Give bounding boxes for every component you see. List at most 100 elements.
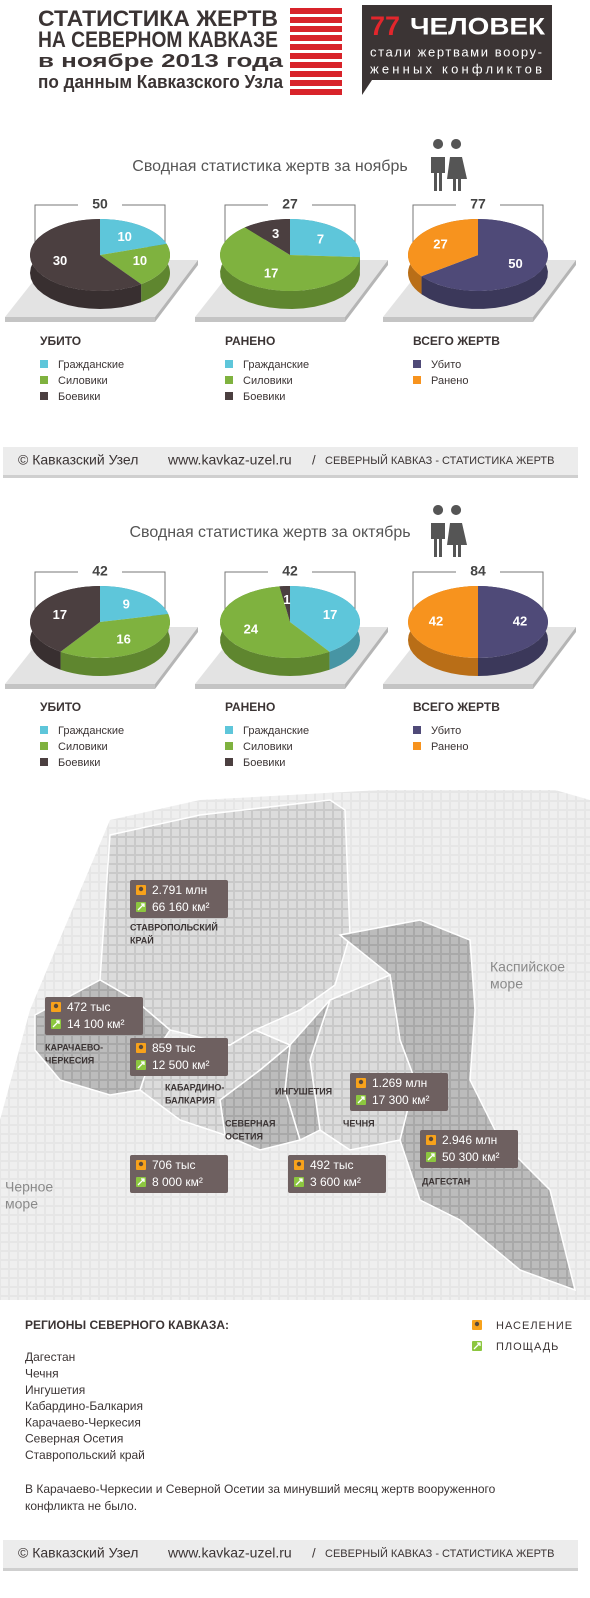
region-name: ЧЕЧНЯ	[343, 1118, 375, 1128]
sea-label: море	[490, 976, 523, 992]
footer-shadow	[3, 1568, 578, 1571]
regions-list-item: Северная Осетия	[25, 1432, 123, 1446]
region-population: 2.946 млн	[442, 1133, 497, 1147]
legend-swatch	[413, 726, 421, 734]
bullets-icon	[290, 8, 342, 95]
legend-label: Ранено	[431, 741, 468, 753]
pie-value-label: 17	[53, 607, 67, 622]
pie-value-label: 42	[513, 613, 527, 628]
region-population: 1.269 млн	[372, 1076, 427, 1090]
region-area: 50 300 км²	[442, 1150, 500, 1164]
pie-platform-side	[345, 260, 388, 322]
legend-label: Убито	[431, 725, 461, 737]
legend-title: ВСЕГО ЖЕРТВ	[413, 700, 500, 714]
sea-label: Черное	[5, 1179, 53, 1195]
icon-figure	[358, 1079, 364, 1085]
legend-area: ПЛОЩАДЬ	[496, 1341, 559, 1353]
legend-label: Силовики	[58, 741, 108, 753]
region-name: БАЛКАРИЯ	[165, 1095, 215, 1105]
legend-label: Боевики	[243, 757, 285, 769]
footer-copyright: © Кавказский Узел	[18, 452, 138, 468]
legend-swatch	[40, 742, 48, 750]
section-title: Сводная статистика жертв за октябрь	[129, 524, 410, 541]
footer-caption: СЕВЕРНЫЙ КАВКАЗ - СТАТИСТИКА ЖЕРТВ	[325, 1547, 555, 1560]
legend-label: Гражданские	[58, 359, 124, 371]
pie-value-label: 17	[323, 607, 337, 622]
pie-platform-side	[155, 260, 198, 322]
pie-value-label: 1	[283, 592, 290, 607]
legend-title: УБИТО	[40, 700, 81, 714]
region-population: 2.791 млн	[152, 883, 207, 897]
pie-total: 50	[92, 196, 108, 212]
header-title-line: СТАТИСТИКА ЖЕРТВ	[38, 6, 278, 31]
pie-slice	[60, 613, 170, 658]
legend-swatch	[225, 742, 233, 750]
regions-list-item: Кабардино-Балкария	[25, 1399, 143, 1413]
footer-bar	[3, 447, 578, 475]
region-population: 472 тыс	[67, 1000, 110, 1014]
regions-list-item: Ингушетия	[25, 1383, 85, 1397]
pie-platform-edge	[5, 317, 155, 322]
region-info-box	[350, 1073, 448, 1111]
footer-separator: /	[312, 1545, 316, 1560]
pie-total: 42	[282, 563, 298, 579]
total-bracket	[34, 571, 166, 610]
icon-arrow	[473, 1342, 481, 1350]
legend-swatch	[225, 360, 233, 368]
sea-label: море	[5, 1196, 38, 1212]
pie-slice	[219, 586, 330, 659]
legend-title: ВСЕГО ЖЕРТВ	[413, 334, 500, 348]
pie-slice	[408, 586, 478, 658]
icon-figure	[296, 1161, 302, 1167]
note-line: конфликта не было.	[25, 1499, 137, 1513]
region-name: КРАЙ	[130, 934, 154, 945]
pie-platform-side	[533, 627, 576, 689]
region-name: СТАВРОПОЛЬСКИЙ	[130, 921, 218, 932]
count-subtitle: стали жертвами воору-	[370, 44, 542, 59]
legend-label: Убито	[431, 359, 461, 371]
pie-slice	[290, 586, 360, 652]
icon-figure	[474, 1321, 480, 1327]
pie-total: 27	[282, 196, 298, 212]
legend-label: Боевики	[58, 757, 100, 769]
legend-label: Гражданские	[58, 725, 124, 737]
legend-swatch	[40, 376, 48, 384]
pie-slice	[29, 219, 142, 291]
legend-title: УБИТО	[40, 334, 81, 348]
pie-value-label: 16	[116, 631, 130, 646]
region-area: 66 160 км²	[152, 900, 210, 914]
footer-shadow	[3, 475, 578, 478]
pie-value-label: 50	[508, 256, 522, 271]
header-title-line: НА СЕВЕРНОМ КАВКАЗЕ	[38, 27, 278, 52]
pie-slice	[478, 586, 548, 658]
region-name: КАБАРДИНО-	[165, 1082, 224, 1092]
region-name: СЕВЕРНАЯ	[225, 1118, 275, 1128]
regions-list-item: Карачаево-Черкесия	[25, 1415, 141, 1429]
icon-figure	[53, 1003, 59, 1009]
pie-value-label: 24	[244, 621, 259, 636]
total-bracket	[224, 204, 356, 243]
pie-total: 42	[92, 563, 108, 579]
legend-swatch	[225, 376, 233, 384]
region-area: 14 100 км²	[67, 1017, 125, 1031]
footer-url: www.kavkaz-uzel.ru	[167, 1545, 292, 1561]
legend-label: Силовики	[58, 375, 108, 387]
icon-arrow	[137, 903, 145, 911]
pie-value-label: 30	[53, 253, 67, 268]
footer-separator: /	[312, 452, 316, 467]
legend-title: РАНЕНО	[225, 700, 275, 714]
legend-label: Боевики	[243, 391, 285, 403]
region-population: 492 тыс	[310, 1158, 353, 1172]
pie-slice-side	[141, 243, 170, 303]
legend-swatch	[225, 726, 233, 734]
pie-slice	[408, 219, 478, 277]
icon-figure	[138, 1044, 144, 1050]
region-info-box	[130, 1038, 228, 1076]
pie-total: 84	[470, 563, 486, 579]
pie-value-label: 27	[433, 237, 447, 252]
region-name: КАРАЧАЕВО-	[45, 1042, 103, 1052]
legend-swatch	[225, 758, 233, 766]
pie-platform-side	[155, 627, 198, 689]
legend-swatch	[413, 742, 421, 750]
legend-title: РАНЕНО	[225, 334, 275, 348]
